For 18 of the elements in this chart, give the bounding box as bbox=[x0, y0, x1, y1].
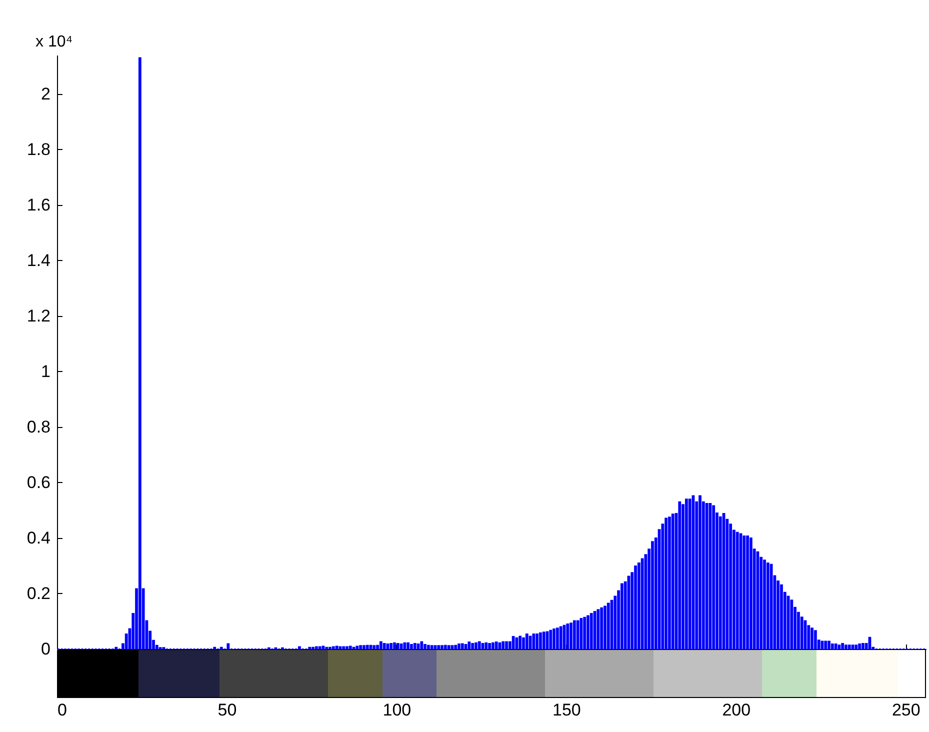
x-tick-label: 0 bbox=[58, 700, 67, 720]
x-tick-label: 200 bbox=[722, 700, 751, 720]
y-tick-label: 2 bbox=[41, 84, 50, 104]
y-tick-label: 1 bbox=[41, 362, 50, 381]
y-tick-label: 0.6 bbox=[26, 472, 50, 492]
y-tick-label: 0.8 bbox=[26, 417, 50, 436]
x-tick-label: 150 bbox=[552, 700, 581, 720]
y-tick-label: 1.6 bbox=[26, 195, 50, 214]
y-tick-label: 1.2 bbox=[26, 306, 50, 326]
y-tick-label: 0.2 bbox=[26, 584, 50, 603]
x-tick-label: 250 bbox=[892, 700, 920, 720]
y-tick-label: 1.8 bbox=[26, 140, 50, 159]
y-tick-label: 0 bbox=[41, 640, 50, 658]
x-tick-label: 50 bbox=[218, 700, 237, 720]
x-tick-label: 100 bbox=[382, 700, 412, 720]
y-tick-label: 1.4 bbox=[26, 250, 50, 270]
y-tick-label: 0.4 bbox=[26, 528, 50, 548]
y-axis-title: x 10⁴ bbox=[36, 34, 73, 50]
